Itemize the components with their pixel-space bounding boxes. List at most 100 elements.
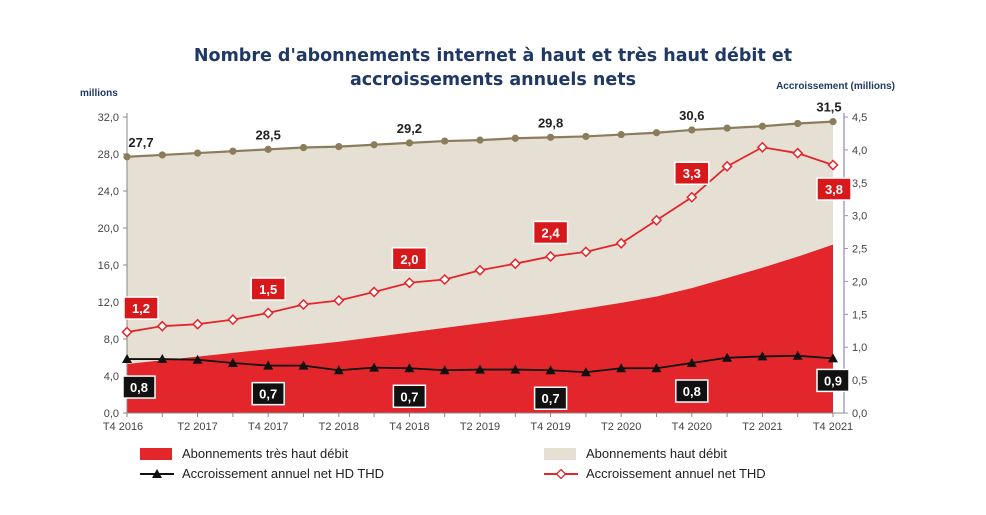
left-axis-tick-label: 4,0 — [104, 371, 119, 383]
hd-thd-growth-label-box — [251, 381, 285, 406]
total-value-label: 29,8 — [538, 115, 563, 130]
thd-growth-point — [474, 264, 486, 276]
hd-total-point — [688, 126, 696, 134]
hd-total-point — [794, 119, 802, 128]
thd-growth-label-box — [391, 247, 428, 271]
chart-title: Nombre d'abonnements internet à haut et … — [0, 44, 986, 92]
hd-total-point — [829, 118, 837, 126]
hd-total-point — [582, 132, 590, 141]
left-axis-tick-label: 12,0 — [98, 297, 119, 309]
legend-label-hd: Abonnements haut débit — [586, 446, 727, 461]
right-axis-tick-label: 0,0 — [852, 408, 867, 420]
hd-total-point — [405, 139, 413, 147]
legend-label-thd-growth: Accroissement annuel net THD — [586, 466, 766, 481]
x-axis-tick-label: T4 2017 — [248, 421, 288, 433]
left-axis-unit-label: millions — [80, 88, 118, 99]
thd-growth-point — [686, 191, 698, 203]
hd-thd-growth-point — [263, 360, 274, 370]
left-axis-tick-label: 16,0 — [98, 260, 119, 272]
thd-growth-point — [368, 286, 380, 298]
x-axis-tick-label: T4 2018 — [389, 421, 429, 433]
hd-thd-growth-label: 0,7 — [400, 389, 418, 404]
thd-growth-point — [333, 294, 345, 307]
x-axis-tick-label: T2 2018 — [319, 421, 359, 433]
left-axis-tick-label: 24,0 — [98, 186, 119, 198]
hd-total-point — [652, 129, 661, 137]
thd-growth-label-box — [674, 161, 710, 185]
chart-title-line2: accroissements annuels nets — [349, 70, 636, 90]
thd-growth-point — [262, 307, 274, 319]
hd-thd-growth-point — [828, 353, 838, 363]
legend-swatch-thd — [140, 448, 172, 460]
x-axis-tick-label: T2 2020 — [601, 421, 641, 433]
hd-thd-growth-label-box — [392, 384, 427, 409]
total-value-label: 27,7 — [128, 135, 153, 150]
thd-growth-point — [545, 250, 557, 263]
thd-growth-point — [792, 147, 804, 159]
hd-thd-growth-point — [227, 358, 238, 368]
hd-thd-growth-point — [545, 365, 556, 375]
legend-swatch-hd — [544, 448, 576, 460]
hd-thd-growth-label-box — [816, 368, 850, 393]
hd-thd-growth-point — [404, 363, 415, 373]
hd-total-point — [264, 145, 272, 153]
hd-total-point — [723, 124, 731, 132]
thd-growth-point — [580, 246, 592, 258]
left-axis-tick-label: 8,0 — [104, 334, 119, 346]
total-value-label: 30,6 — [679, 108, 704, 123]
thd-growth-point — [509, 258, 521, 270]
right-axis-tick-label: 3,0 — [852, 211, 867, 223]
thd-growth-label-box — [123, 296, 159, 320]
legend-marker-triangle — [152, 469, 162, 478]
thd-growth-label-box — [532, 220, 569, 245]
total-value-label: 29,2 — [397, 121, 422, 136]
right-axis-tick-label: 4,0 — [852, 145, 867, 157]
hd-total-point — [299, 143, 308, 152]
hd-thd-growth-point — [580, 367, 591, 377]
hd-thd-growth-point — [475, 364, 485, 374]
hd-thd-growth-label-box — [122, 375, 156, 399]
thd-growth-point — [439, 273, 451, 286]
hd-total-point — [335, 143, 343, 151]
x-axis-tick-label: T2 2017 — [177, 421, 217, 433]
thd-growth-point — [227, 314, 239, 326]
thd-growth-point — [121, 326, 133, 338]
thd-growth-point — [650, 214, 663, 226]
hd-thd-growth-label-box — [675, 379, 709, 403]
legend-label-hd-thd-growth: Accroissement annuel net HD THD — [182, 466, 385, 481]
thd-growth-label-box — [250, 277, 286, 301]
hd-thd-growth-point — [192, 354, 203, 364]
thd-growth-point — [192, 318, 204, 330]
left-axis-tick-label: 20,0 — [98, 223, 119, 235]
x-axis-tick-label: T2 2019 — [460, 421, 500, 433]
right-axis-tick-label: 1,0 — [852, 342, 867, 354]
hd-thd-growth-label: 0,9 — [824, 373, 842, 388]
hd-total-point — [547, 133, 555, 141]
right-axis-tick-label: 2,5 — [852, 244, 867, 256]
hd-total-point — [511, 134, 519, 142]
right-axis-tick-label: 3,5 — [852, 178, 867, 190]
thd-growth-label: 3,8 — [825, 182, 843, 197]
thd-growth-point — [827, 159, 839, 171]
x-axis-tick-label: T4 2016 — [103, 421, 143, 433]
total-value-label: 28,5 — [256, 127, 281, 142]
legend-line-hd-thd — [140, 473, 174, 475]
total-value-label: 31,5 — [816, 100, 841, 115]
hd-total-point — [370, 141, 378, 149]
hd-total-point — [758, 122, 767, 130]
thd-growth-label-box — [816, 177, 852, 201]
thd-growth-label: 3,3 — [683, 166, 701, 181]
chart-title-line1: Nombre d'abonnements internet à haut et … — [193, 46, 793, 66]
hd-thd-growth-point — [722, 352, 733, 362]
thd-growth-point — [403, 277, 415, 289]
thd-growth-label: 1,5 — [259, 282, 277, 297]
hd-thd-growth-point — [757, 351, 768, 361]
hd-thd-growth-point — [616, 363, 627, 373]
legend-label-thd: Abonnements très haut débit — [182, 446, 349, 461]
hd-thd-growth-label: 0,7 — [259, 387, 277, 402]
hd-thd-growth-label: 0,8 — [683, 384, 701, 399]
hd-thd-growth-label: 0,7 — [542, 391, 560, 406]
hd-thd-growth-point — [651, 363, 662, 373]
x-axis-tick-label: T4 2021 — [813, 421, 853, 433]
hd-thd-growth-point — [298, 360, 309, 370]
